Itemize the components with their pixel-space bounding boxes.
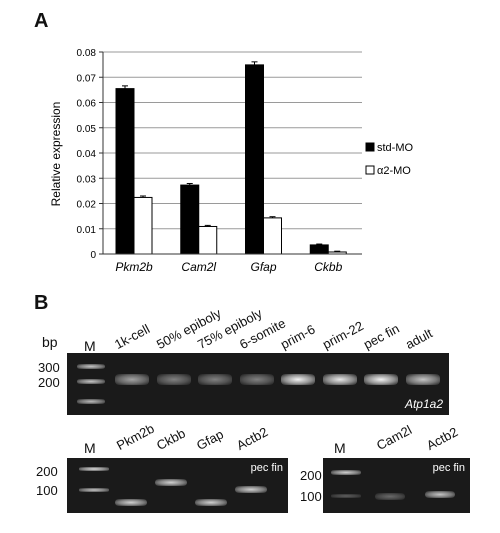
gel2-bp-100: 100 (36, 483, 58, 498)
lane-label: Gfap (193, 426, 226, 453)
x-tick-label: Pkm2b (115, 260, 153, 274)
gel1-bp-300: 300 (38, 360, 60, 375)
pcr-band (155, 479, 187, 486)
chart-legend: std-MO α2-MO (365, 142, 414, 177)
pcr-band (375, 493, 405, 500)
y-axis-label: Relative expression (49, 102, 63, 207)
pcr-band (425, 491, 455, 498)
y-tick-label: 0.03 (77, 174, 97, 185)
chart-x-ticks: Pkm2b Cam2l Gfap Ckbb (115, 260, 342, 274)
gel1-bp-200: 200 (38, 375, 60, 390)
marker-band (79, 488, 109, 492)
marker-band (79, 467, 109, 471)
x-tick-label: Ckbb (314, 260, 342, 274)
y-tick-label: 0.05 (77, 124, 97, 135)
marker-band (77, 364, 105, 369)
gel3-marker-label: M (334, 440, 346, 456)
panel-label-b: B (34, 292, 49, 314)
y-tick-label: 0.06 (77, 99, 97, 110)
lane-label: prim-22 (319, 318, 366, 352)
lane-label: Ckbb (153, 425, 188, 453)
lane-label: Cam2l (373, 422, 415, 453)
chart-y-ticks: 0 0.01 0.02 0.03 0.04 0.05 0.06 0.07 0.08 (77, 48, 103, 261)
gel2-image: pec fin (67, 458, 288, 513)
marker-band (77, 399, 105, 404)
lane-label: adult (402, 325, 435, 352)
bar-std-mo-ckbb (309, 244, 329, 255)
bar-std-mo-gfap (245, 64, 264, 255)
lane-label: Actb2 (423, 424, 461, 453)
atp1a2-band (281, 374, 315, 385)
legend-swatch (365, 142, 375, 152)
marker-band (331, 494, 361, 498)
y-tick-label: 0.08 (77, 48, 97, 59)
legend-label: α2-MO (377, 165, 411, 177)
bar-std-mo-pkm2b (115, 88, 135, 255)
atp1a2-band (156, 374, 191, 385)
pcr-band (115, 499, 147, 506)
gel3-bp-100: 100 (300, 489, 322, 504)
atp1a2-band (405, 374, 440, 385)
bar-std-mo-cam2l (180, 184, 200, 255)
marker-band (331, 470, 361, 475)
atp1a2-band (198, 374, 232, 385)
gel3-image: pec fin (323, 458, 470, 513)
atp1a2-band (115, 374, 149, 385)
y-tick-label: 0.02 (77, 200, 97, 211)
pcr-band (195, 499, 227, 506)
pcr-band (235, 486, 267, 493)
bar-a2-mo-gfap (263, 217, 282, 255)
panel-label-a: A (34, 10, 49, 32)
gel1-marker-label: M (84, 338, 96, 354)
y-tick-label: 0.01 (77, 225, 97, 236)
legend-label: std-MO (377, 142, 414, 154)
gel1-gene-label: Atp1a2 (404, 397, 443, 411)
bp-label: bp (42, 334, 58, 350)
lane-label: Pkm2b (113, 420, 157, 453)
bar-a2-mo-pkm2b (133, 196, 153, 255)
marker-band (77, 379, 105, 384)
atp1a2-band (322, 374, 357, 385)
gel2-bp-200: 200 (36, 464, 58, 479)
bar-a2-mo-cam2l (198, 225, 218, 255)
gel3-bp-200: 200 (300, 468, 322, 483)
y-tick-label: 0 (90, 250, 96, 261)
gel2-marker-label: M (84, 440, 96, 456)
lane-label: Actb2 (233, 424, 271, 453)
x-tick-label: Cam2l (181, 260, 216, 274)
gel3-tissue-label: pec fin (432, 462, 465, 474)
bar-chart: 0 0.01 0.02 0.03 0.04 0.05 0.06 0.07 0.08 Pkm2b C… (49, 48, 414, 274)
y-tick-label: 0.07 (77, 73, 97, 84)
chart-bars (115, 61, 347, 255)
gel1-image: Atp1a2 (67, 353, 449, 415)
atp1a2-band (239, 374, 274, 385)
lane-label: 1k-cell (111, 321, 153, 352)
legend-swatch (365, 165, 375, 175)
chart-grid (103, 51, 362, 230)
gel2-tissue-label: pec fin (250, 462, 283, 474)
y-tick-label: 0.04 (77, 149, 97, 160)
atp1a2-band (364, 374, 398, 385)
lane-label: pec fin (360, 320, 402, 352)
x-tick-label: Gfap (250, 260, 276, 274)
